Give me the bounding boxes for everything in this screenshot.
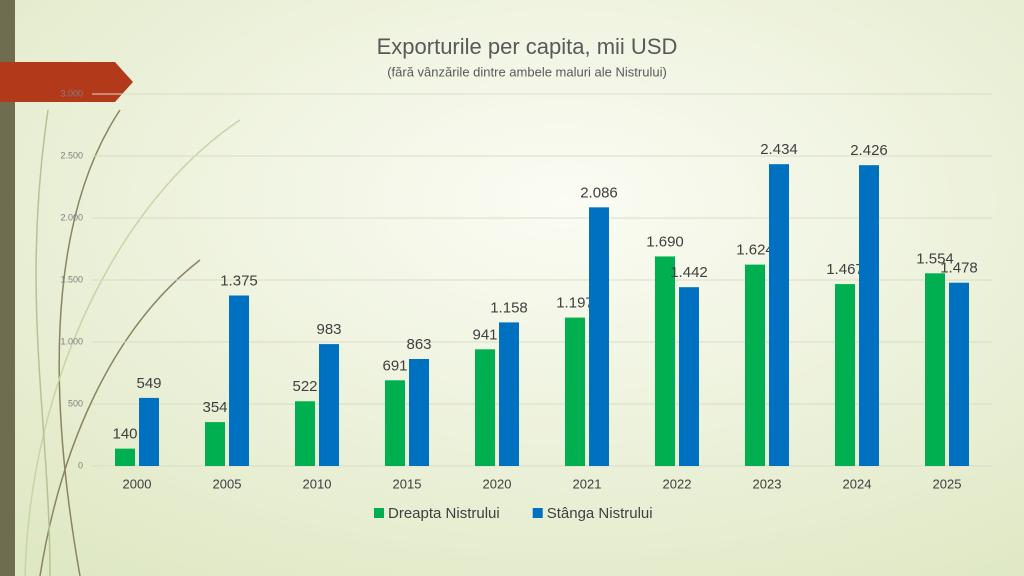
bar — [499, 322, 519, 466]
bar — [115, 448, 135, 466]
value-label: 1.478 — [940, 260, 978, 277]
bar — [769, 164, 789, 466]
bar — [589, 207, 609, 466]
bar — [565, 317, 585, 466]
x-tick-label: 2022 — [663, 476, 692, 491]
bar — [655, 256, 675, 466]
value-label: 2.086 — [580, 184, 618, 201]
bar — [295, 401, 315, 466]
value-label: 1.158 — [490, 299, 528, 316]
value-label: 140 — [112, 426, 137, 443]
bar — [205, 422, 225, 466]
bar — [139, 397, 159, 466]
bar — [859, 165, 879, 466]
side-strip — [0, 0, 15, 576]
legend-label: Stânga Nistrului — [547, 505, 653, 522]
value-label: 1.467 — [826, 261, 864, 278]
y-tick-label: 1.000 — [60, 336, 83, 346]
bar — [745, 264, 765, 466]
decoration — [24, 109, 241, 576]
value-label: 1.690 — [646, 233, 684, 250]
chart-title: Exporturile per capita, mii USD — [377, 34, 678, 59]
y-tick-label: 500 — [68, 398, 83, 408]
bar — [925, 273, 945, 466]
value-label: 691 — [382, 357, 407, 374]
bar — [319, 344, 339, 466]
y-tick-label: 3.000 — [60, 88, 83, 98]
value-label: 1.375 — [220, 272, 258, 289]
x-tick-label: 2021 — [573, 476, 602, 491]
bar — [385, 380, 405, 466]
bar — [835, 284, 855, 466]
value-label: 522 — [292, 378, 317, 395]
bar — [475, 349, 495, 466]
bar — [229, 295, 249, 466]
bar — [679, 287, 699, 466]
value-label: 1.554 — [916, 250, 954, 267]
value-label: 1.442 — [670, 264, 708, 281]
value-label: 863 — [406, 336, 431, 353]
x-tick-label: 2023 — [753, 476, 782, 491]
value-label: 549 — [136, 375, 161, 392]
x-tick-label: 2010 — [303, 476, 332, 491]
legend-swatch — [374, 508, 384, 518]
chart-subtitle: (fără vânzările dintre ambele maluri ale… — [387, 64, 667, 79]
bar — [409, 358, 429, 466]
value-label: 354 — [202, 399, 227, 416]
bar — [949, 282, 969, 466]
value-label: 1.197 — [556, 295, 594, 312]
value-label: 983 — [316, 321, 341, 338]
value-label: 1.624 — [736, 242, 774, 259]
x-tick-label: 2024 — [843, 476, 872, 491]
red-arrow — [0, 62, 133, 102]
x-tick-label: 2020 — [483, 476, 512, 491]
x-tick-label: 2025 — [933, 476, 962, 491]
y-tick-label: 0 — [78, 460, 83, 470]
legend-label: Dreapta Nistrului — [388, 505, 500, 522]
y-tick-label: 2.000 — [60, 212, 83, 222]
legend-swatch — [532, 508, 543, 518]
value-label: 2.434 — [760, 141, 798, 158]
y-tick-label: 2.500 — [60, 150, 83, 160]
value-label: 2.426 — [850, 142, 888, 159]
x-tick-label: 2000 — [123, 476, 152, 491]
x-tick-label: 2005 — [213, 476, 242, 491]
y-tick-label: 1.500 — [60, 274, 83, 284]
x-tick-label: 2015 — [393, 476, 422, 491]
value-label: 941 — [472, 326, 497, 343]
